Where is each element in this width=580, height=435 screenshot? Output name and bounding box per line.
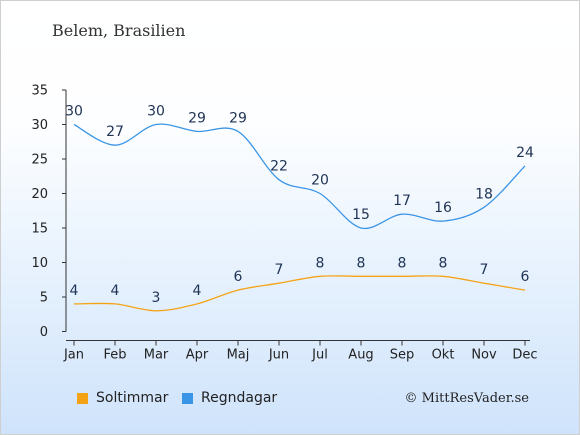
x-tick-label: Apr (186, 348, 209, 363)
data-label-regndagar: 20 (311, 173, 329, 189)
y-tick-label: 5 (40, 291, 48, 306)
x-tick-label: Jun (268, 348, 289, 363)
x-tick-label: Aug (348, 348, 373, 363)
y-tick-label: 25 (31, 153, 48, 168)
series-line-regndagar (73, 123, 526, 230)
x-tick-label: Sep (390, 348, 415, 363)
x-tick-label: Dec (512, 348, 537, 363)
data-label-regndagar: 17 (393, 193, 411, 209)
y-tick-label: 10 (31, 256, 48, 271)
axes: 0 5 10 15 20 25 30 35 Jan Feb Mar Apr Maj Jun Jul Aug Se… (31, 84, 537, 363)
legend-item-soltimmar: Soltimmar (77, 390, 168, 406)
y-tick-label: 15 (31, 222, 48, 237)
legend-label-regndagar: Regndagar (201, 390, 278, 406)
data-label-soltimmar: 8 (439, 255, 448, 271)
data-label-soltimmar: 4 (193, 283, 202, 299)
data-label-regndagar: 22 (270, 159, 288, 175)
data-label-soltimmar: 6 (234, 269, 243, 285)
legend: Soltimmar Regndagar (1, 390, 579, 410)
series-group (73, 123, 526, 312)
x-tick-label: Nov (471, 348, 497, 363)
data-label-soltimmar: 7 (480, 262, 489, 278)
copyright-text: © MittResVader.se (404, 391, 529, 406)
y-tick-label: 20 (31, 187, 48, 202)
data-label-soltimmar: 3 (152, 290, 161, 306)
chart-title: Belem, Brasilien (52, 21, 186, 40)
series-line-soltimmar (73, 275, 526, 312)
data-label-soltimmar: 8 (357, 255, 366, 271)
legend-swatch-regndagar (182, 392, 193, 404)
y-tick-label: 30 (31, 118, 48, 133)
data-label-regndagar: 16 (434, 200, 452, 216)
data-label-regndagar: 30 (147, 104, 165, 120)
y-tick-label: 0 (40, 325, 48, 340)
x-tick-label: Okt (432, 348, 455, 363)
data-label-soltimmar: 8 (316, 255, 325, 271)
legend-item-regndagar: Regndagar (182, 390, 277, 406)
data-label-regndagar: 18 (475, 186, 493, 202)
data-label-regndagar: 24 (516, 145, 534, 161)
data-label-soltimmar: 4 (111, 283, 120, 299)
data-label-soltimmar: 8 (398, 255, 407, 271)
data-labels: 4 4 3 4 6 7 8 8 8 8 7 6 30 27 30 29 29 22 20 15 17 16 18 24 (65, 104, 534, 306)
data-label-regndagar: 15 (352, 207, 370, 223)
x-tick-label: Maj (227, 348, 250, 363)
data-label-regndagar: 29 (188, 110, 206, 126)
data-label-regndagar: 29 (229, 110, 247, 126)
data-label-regndagar: 30 (65, 104, 83, 120)
x-tick-label: Jan (63, 348, 84, 363)
data-label-soltimmar: 7 (275, 262, 284, 278)
y-tick-label: 35 (31, 84, 48, 99)
data-label-regndagar: 27 (106, 124, 124, 140)
legend-label-soltimmar: Soltimmar (96, 390, 169, 406)
data-label-soltimmar: 6 (521, 269, 530, 285)
x-tick-label: Feb (103, 348, 126, 363)
x-tick-label: Jul (311, 348, 328, 363)
x-tick-label: Mar (144, 348, 169, 363)
data-label-soltimmar: 4 (70, 283, 79, 299)
legend-swatch-soltimmar (77, 392, 88, 404)
